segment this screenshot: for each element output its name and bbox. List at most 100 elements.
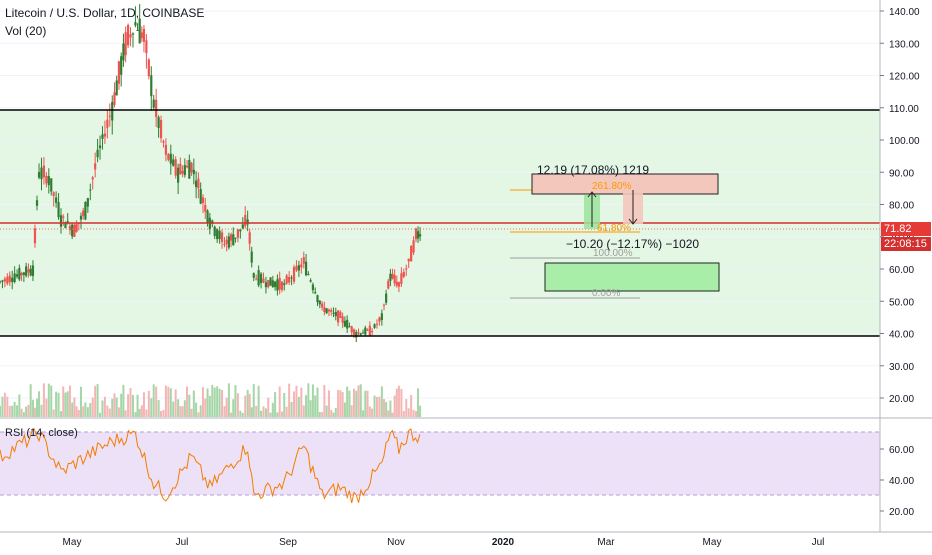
candle-body — [45, 175, 48, 184]
volume-bar — [13, 401, 16, 417]
volume-bar — [325, 405, 328, 417]
volume-bar — [160, 410, 163, 417]
candle-body — [314, 292, 317, 294]
candle-body — [366, 329, 369, 331]
candle-body — [117, 61, 121, 84]
volume-bar — [213, 387, 216, 417]
volume-bar — [94, 385, 97, 417]
candle-body — [96, 149, 99, 158]
volume-bar — [101, 400, 104, 417]
candle-body — [280, 281, 284, 290]
volume-bar — [127, 394, 130, 417]
candle-body — [244, 214, 247, 227]
candle-body — [206, 210, 209, 224]
candle-body — [111, 101, 114, 121]
candle-body — [127, 25, 130, 46]
volume-bar — [86, 407, 89, 417]
candle-body — [213, 226, 216, 236]
volume-bar — [186, 386, 189, 417]
long-arrow-head — [587, 191, 597, 198]
volume-bar — [77, 409, 80, 417]
fib-261-label: 261.80% — [592, 181, 632, 192]
candle-body — [167, 154, 170, 160]
candle-body — [332, 312, 335, 314]
candle-body — [257, 270, 260, 286]
price-tick-label: 20.00 — [889, 394, 914, 405]
candle-body — [164, 144, 168, 155]
candle-body — [248, 232, 251, 244]
price-axis[interactable]: 140.00 130.00 120.00 110.00 100.00 90.00 80.00… — [880, 7, 920, 405]
candle-body — [142, 28, 146, 42]
candle-body — [62, 216, 65, 218]
candle-body — [325, 308, 328, 314]
volume-bar — [117, 407, 120, 417]
candle-body — [269, 277, 272, 286]
candle-body — [136, 29, 139, 31]
price-tick-label: 60.00 — [889, 265, 914, 276]
volume-bar — [257, 385, 260, 417]
candle-body — [190, 162, 193, 173]
candle-body — [199, 189, 202, 204]
candle-body — [57, 202, 60, 218]
candle-body — [192, 169, 195, 175]
candle-body — [129, 34, 132, 38]
candle-body — [393, 275, 396, 284]
volume-bar — [25, 406, 28, 417]
volume-bar — [323, 384, 326, 417]
candle-body — [283, 283, 286, 286]
volume-bar — [131, 394, 134, 417]
volume-bar — [218, 388, 221, 417]
time-tick-label: May — [703, 537, 722, 548]
candle-body — [375, 323, 379, 325]
candle-body — [181, 170, 184, 174]
time-axis[interactable]: May Jul Sep Nov 2020 Mar May Jul — [63, 537, 825, 548]
candle-body — [292, 267, 296, 282]
volume-bar — [343, 402, 346, 417]
price-tick-label: 50.00 — [889, 297, 914, 308]
price-tick-label: 30.00 — [889, 362, 914, 373]
candle-body — [59, 215, 63, 227]
candle-body — [236, 229, 239, 238]
short-target-box[interactable] — [544, 262, 720, 292]
candle-body — [108, 115, 111, 117]
volume-bar — [223, 406, 226, 417]
volume-bar — [350, 405, 353, 417]
volume-bar — [201, 387, 204, 417]
volume-bar — [103, 396, 106, 417]
price-tick-label: 140.00 — [889, 7, 920, 18]
candle-body — [418, 234, 422, 237]
candle-body — [11, 277, 14, 283]
volume-bar — [145, 409, 148, 417]
candle-body — [307, 274, 310, 276]
candle-body — [25, 266, 28, 276]
candle-body — [31, 265, 35, 277]
candle-body — [94, 163, 97, 170]
candle-body — [197, 178, 200, 189]
candle-body — [195, 180, 198, 188]
candle-body — [84, 202, 87, 220]
candle-body — [73, 224, 76, 237]
candle-body — [297, 265, 300, 271]
candle-body — [288, 276, 291, 283]
volume-bar — [31, 399, 34, 417]
candle-body — [159, 120, 163, 139]
candle-body — [55, 197, 58, 203]
volume-bar — [412, 409, 415, 417]
candle-body — [316, 295, 319, 303]
volume-bar — [267, 397, 270, 417]
volume-bar — [64, 392, 67, 417]
volume-bar — [84, 402, 87, 417]
volume-bar — [357, 385, 360, 417]
candle-body — [145, 40, 148, 54]
volume-bar — [38, 391, 41, 417]
candle-body — [259, 273, 263, 284]
rsi-axis[interactable]: 60.00 40.00 20.00 — [880, 445, 914, 518]
volume-bar — [371, 408, 374, 417]
volume-bar — [208, 395, 211, 417]
volume-bar — [120, 393, 123, 417]
candle-body — [122, 43, 125, 61]
volume-bar — [278, 386, 281, 417]
candle-body — [357, 332, 360, 334]
